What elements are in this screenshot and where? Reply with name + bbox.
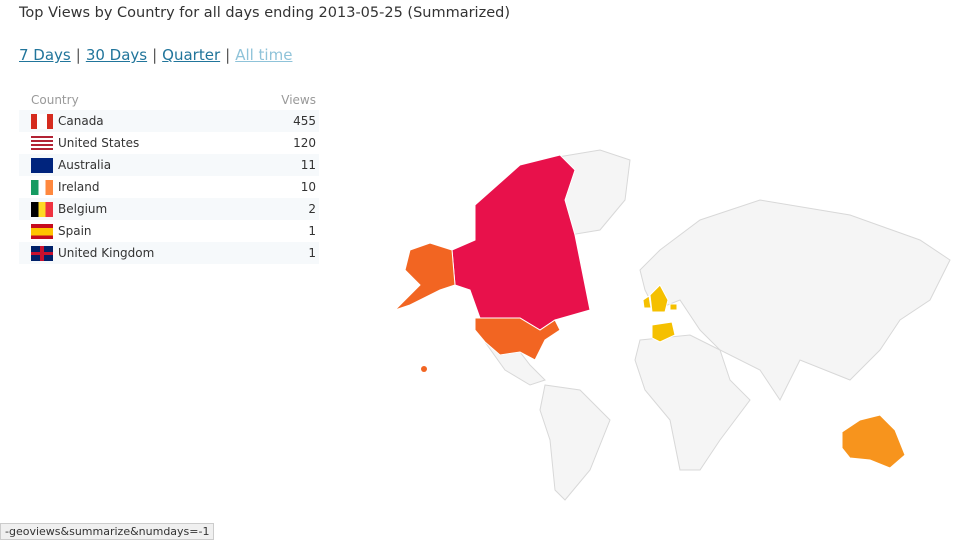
table-row: Australia 11 bbox=[19, 154, 319, 176]
australia bbox=[841, 414, 906, 469]
canada bbox=[451, 154, 591, 331]
belgium bbox=[669, 303, 678, 311]
spain bbox=[651, 321, 676, 343]
usa bbox=[474, 317, 561, 361]
country-cell: Australia bbox=[19, 154, 240, 176]
country-name: Canada bbox=[58, 113, 104, 128]
country-cell: Ireland bbox=[19, 176, 240, 198]
flag bbox=[31, 157, 53, 173]
flag bbox=[31, 135, 53, 151]
flag bbox=[31, 223, 53, 239]
table-row: Belgium 2 bbox=[19, 198, 319, 220]
table-row: Ireland 10 bbox=[19, 176, 319, 198]
country-table: Country Views Canada 455 United States 120 A… bbox=[19, 90, 319, 264]
country-name: Australia bbox=[58, 157, 112, 172]
separator: | bbox=[225, 46, 231, 64]
country-cell: Spain bbox=[19, 220, 240, 242]
hawaii bbox=[421, 366, 427, 372]
alaska bbox=[394, 242, 456, 311]
views-cell: 11 bbox=[239, 154, 319, 176]
country-cell: Canada bbox=[19, 110, 240, 132]
separator: | bbox=[152, 46, 158, 64]
nav-link[interactable]: All time bbox=[235, 46, 293, 64]
table-row: Spain 1 bbox=[19, 220, 319, 242]
table-row: United Kingdom 1 bbox=[19, 242, 319, 264]
period-nav: 7 Days | 30 Days | Quarter | All time bbox=[19, 46, 292, 64]
country-name: Belgium bbox=[58, 201, 108, 216]
uk bbox=[649, 284, 669, 313]
views-cell: 1 bbox=[239, 242, 319, 264]
table-row: Canada 455 bbox=[19, 110, 319, 132]
views-cell: 455 bbox=[239, 110, 319, 132]
south-america bbox=[539, 384, 611, 501]
views-cell: 2 bbox=[239, 198, 319, 220]
views-cell: 120 bbox=[293, 136, 316, 150]
column-header: Views bbox=[281, 93, 316, 107]
flag bbox=[31, 179, 53, 195]
eurasia bbox=[639, 199, 951, 401]
nav-link[interactable]: 30 Days bbox=[85, 46, 148, 64]
country-cell: Belgium bbox=[19, 198, 240, 220]
nav-link[interactable]: Quarter bbox=[162, 46, 221, 64]
page-title: Top Views by Country for all days ending… bbox=[19, 5, 510, 21]
country-cell: United States bbox=[19, 132, 240, 154]
nav-link[interactable]: 7 Days bbox=[19, 46, 71, 64]
views-cell: 10 bbox=[300, 180, 316, 194]
africa bbox=[634, 334, 751, 471]
flag bbox=[31, 245, 53, 261]
views-cell: 1 bbox=[308, 224, 316, 238]
country-name: United States bbox=[58, 135, 140, 150]
header-row: Country Views bbox=[19, 90, 319, 110]
country-name: Ireland bbox=[58, 179, 100, 194]
flag bbox=[31, 113, 53, 129]
flag bbox=[31, 201, 53, 217]
country-name: Spain bbox=[58, 223, 92, 238]
status-bar: -geoviews&summarize&numdays=-1 bbox=[0, 523, 215, 540]
ireland bbox=[642, 295, 652, 309]
separator: | bbox=[75, 46, 81, 64]
country-cell: United Kingdom bbox=[19, 242, 240, 264]
table-row: United States 120 bbox=[19, 132, 319, 154]
country-name: United Kingdom bbox=[58, 245, 155, 260]
column-header: Country bbox=[31, 93, 79, 107]
